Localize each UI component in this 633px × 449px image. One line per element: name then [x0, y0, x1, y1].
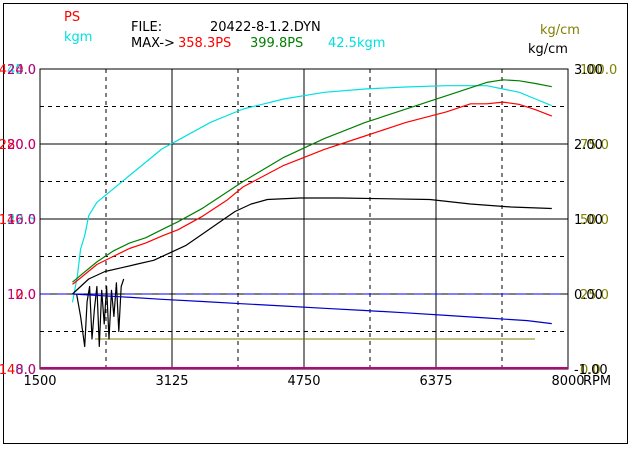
left-tick-label: 12.0: [7, 288, 36, 303]
right-tick-label: -1.00: [574, 363, 608, 378]
x-tick-label: 6375: [419, 374, 452, 389]
right-tick-label: 100.0: [580, 63, 617, 78]
file-label: FILE:: [131, 20, 162, 35]
left-tick-label: 0.0: [15, 288, 36, 303]
rpm-unit-label: RPM: [583, 374, 611, 389]
pressure-unit-label-1: kg/cm: [540, 23, 580, 38]
grid-lines: [40, 69, 568, 369]
series-line-1: [72, 79, 552, 283]
left-tick-label: 0.0: [15, 363, 36, 378]
max-ps-red: 358.3PS: [178, 36, 231, 51]
series-line-0: [71, 85, 553, 303]
right-tick-label: 0.00: [574, 288, 603, 303]
left-tick-label: 22.5: [7, 213, 36, 228]
right-tick-label: 50.0: [580, 213, 609, 228]
series-line-2: [72, 101, 553, 285]
right-tick-label: 25.0: [580, 288, 609, 303]
max-ps-green: 399.8PS: [250, 36, 303, 51]
right-tick-label: 0.0: [580, 363, 601, 378]
series-line-3: [72, 197, 552, 295]
right-tick-label: 3.00: [574, 63, 603, 78]
x-tick-label: 8000: [551, 374, 584, 389]
pressure-unit-label-2: kg/cm: [528, 42, 568, 57]
x-tick-label: 4750: [287, 374, 320, 389]
right-tick-label: 2.00: [574, 138, 603, 153]
right-tick-label: 75.0: [580, 138, 609, 153]
series-line-5: [72, 293, 552, 325]
left-tick-label: 140.0: [0, 213, 36, 228]
kgm-unit-label: kgm: [64, 30, 92, 45]
left-tick-label: 20.0: [7, 138, 36, 153]
left-tick-label: 280.0: [0, 138, 36, 153]
left-tick-label: 420.0: [0, 63, 36, 78]
chart-frame: [3, 3, 628, 444]
left-tick-label: -140.0: [0, 363, 36, 378]
left-tick-label: 16.0: [7, 213, 36, 228]
series-lines: [71, 79, 553, 348]
left-tick-label: 24.0: [7, 63, 36, 78]
ps-unit-label: PS: [64, 10, 80, 25]
max-label: MAX->: [131, 36, 175, 51]
x-tick-label: 1500: [23, 374, 56, 389]
file-name: 20422-8-1.2.DYN: [210, 20, 321, 35]
left-tick-label: 8.0: [15, 363, 36, 378]
max-kgm-cyan: 42.5kgm: [328, 36, 385, 51]
x-tick-label: 3125: [155, 374, 188, 389]
left-tick-label: 45.0: [7, 63, 36, 78]
tick-labels: 15003125475063758000420.0280.0140.00.0-1…: [0, 63, 617, 389]
series-line-4: [76, 278, 125, 348]
right-tick-label: 1.00: [574, 213, 603, 228]
